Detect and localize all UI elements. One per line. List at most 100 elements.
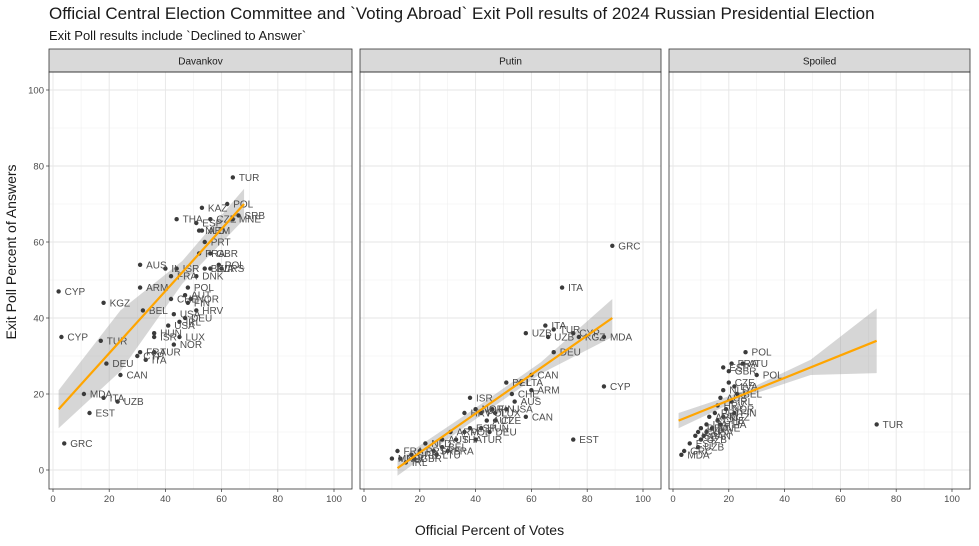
- point-label: FIN: [740, 409, 756, 420]
- data-point: [718, 395, 723, 400]
- point-label: ITA: [712, 420, 727, 431]
- point-label: UZB: [532, 329, 552, 340]
- point-label: POL: [225, 260, 245, 271]
- data-point: [104, 361, 109, 366]
- data-point: [559, 285, 565, 290]
- chart-subtitle: Exit Poll results include `Declined to A…: [49, 28, 307, 43]
- data-point: [202, 266, 207, 271]
- data-point: [188, 296, 193, 302]
- point-label: AUS: [448, 435, 469, 446]
- data-point: [423, 441, 428, 446]
- data-point: [509, 391, 515, 397]
- y-tick-label: 80: [33, 162, 44, 173]
- point-label: MDA: [90, 390, 113, 401]
- point-label: ARM: [537, 386, 559, 397]
- point-label: FRA: [738, 359, 758, 370]
- data-point: [729, 361, 734, 366]
- x-tick-label: 100: [635, 494, 651, 505]
- data-point: [726, 380, 731, 385]
- data-point: [726, 369, 731, 374]
- point-label: DNK: [202, 272, 223, 283]
- panel-background: [49, 72, 352, 489]
- data-point: [721, 388, 726, 393]
- panel-background: [360, 72, 661, 489]
- data-point: [571, 331, 576, 336]
- data-point: [194, 274, 199, 279]
- data-point: [166, 323, 171, 328]
- x-tick-label: 20: [415, 494, 426, 505]
- facet-strip-label: Davankov: [178, 57, 222, 68]
- point-label: ISR: [160, 333, 177, 344]
- point-label: FRA: [403, 447, 423, 458]
- point-label: BEL: [211, 264, 230, 275]
- point-label: UZB: [554, 333, 574, 344]
- x-tick-label: 0: [361, 494, 366, 505]
- data-point: [98, 338, 103, 343]
- x-tick-label: 0: [50, 494, 55, 505]
- data-point: [723, 407, 729, 412]
- point-label: ITA: [551, 321, 566, 332]
- data-point: [687, 441, 692, 446]
- point-label: MDA: [610, 333, 633, 344]
- point-label: USA: [712, 428, 733, 439]
- data-point: [453, 437, 459, 442]
- data-point: [545, 334, 551, 340]
- data-point: [409, 452, 414, 457]
- point-label: CYP: [610, 382, 631, 393]
- data-point: [754, 372, 759, 378]
- data-point: [698, 437, 704, 442]
- point-label: ARM: [715, 412, 737, 423]
- data-point: [718, 422, 723, 427]
- data-point: [712, 410, 718, 416]
- point-label: PRT: [721, 409, 741, 420]
- data-point: [431, 448, 436, 454]
- data-point: [484, 418, 489, 423]
- point-label: SRB: [244, 211, 265, 222]
- point-label: EST: [579, 435, 598, 446]
- x-tick-label: 40: [779, 494, 790, 505]
- point-label: FRA: [177, 272, 197, 283]
- data-point: [87, 410, 92, 416]
- data-point: [225, 201, 230, 207]
- point-label: GRC: [618, 241, 640, 252]
- data-point: [185, 300, 191, 305]
- point-label: POL: [487, 409, 507, 420]
- data-point: [707, 414, 712, 419]
- x-tick-label: 20: [724, 494, 735, 505]
- data-point: [137, 262, 143, 267]
- x-tick-label: 60: [216, 494, 227, 505]
- x-tick-label: 100: [944, 494, 960, 505]
- data-point: [140, 308, 146, 313]
- data-point: [174, 217, 179, 222]
- point-label: MNE: [718, 424, 741, 435]
- point-label: GRC: [690, 447, 712, 458]
- point-label: BEL: [743, 390, 762, 401]
- data-point: [395, 448, 400, 454]
- data-point: [487, 429, 492, 435]
- data-point: [610, 243, 615, 248]
- facet-strip-label: Spoiled: [803, 57, 836, 68]
- point-label: MNE: [239, 215, 262, 226]
- point-label: PRT: [426, 447, 446, 458]
- point-label: NOR: [197, 295, 219, 306]
- point-label: LUX: [501, 409, 521, 420]
- data-point: [434, 452, 439, 457]
- x-tick-label: 80: [582, 494, 593, 505]
- panel-border: [48, 71, 353, 490]
- x-tick-label: 0: [670, 494, 675, 505]
- data-point: [721, 414, 726, 419]
- point-label: CZE: [735, 378, 755, 389]
- point-label: EST: [696, 439, 715, 450]
- point-label: IRL: [738, 397, 754, 408]
- data-point: [151, 331, 157, 336]
- point-label: ITA: [110, 393, 125, 404]
- panel-border: [359, 71, 662, 490]
- point-label: TUR: [560, 325, 581, 336]
- data-point: [467, 426, 473, 431]
- point-label: ESP: [476, 424, 496, 435]
- data-point: [174, 266, 179, 271]
- point-label: CZE: [501, 416, 521, 427]
- point-label: GRC: [70, 439, 92, 450]
- data-point: [529, 388, 534, 393]
- point-label: UZB: [707, 435, 727, 446]
